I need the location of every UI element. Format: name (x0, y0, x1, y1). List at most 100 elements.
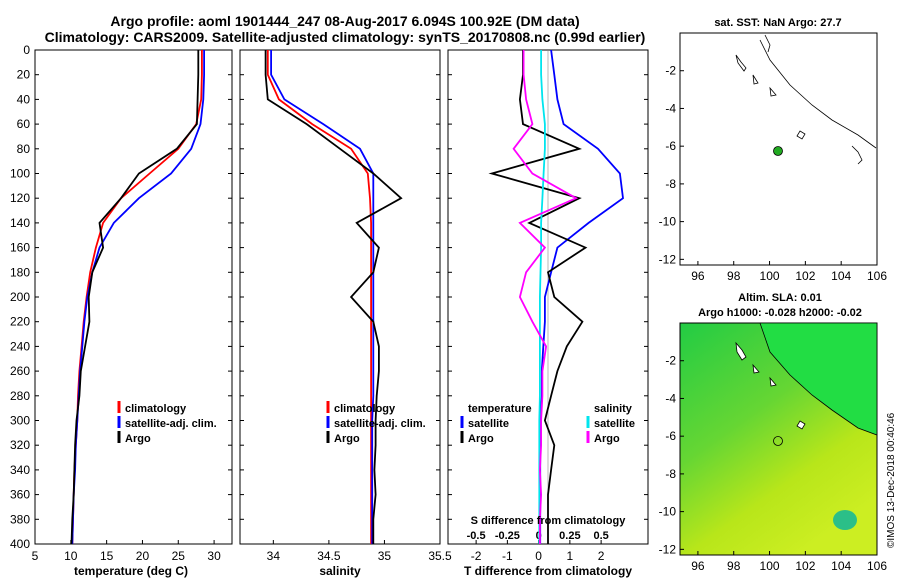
x-tick-label-top: -0.5 (467, 530, 486, 542)
temperature-x-ticks: 5 10 15 20 25 30 (32, 540, 221, 563)
series-line-climatology (266, 50, 373, 544)
map-y-tick-label: -8 (665, 467, 676, 481)
depth-tick-label: 400 (10, 537, 30, 551)
difference-legend: temperature satellite Argo salinity sate… (460, 403, 635, 445)
bottom-map-land (735, 322, 878, 530)
legend-salinity-title: salinity (594, 403, 633, 415)
bottom-map-ticks: 96 98 100 102 104 106 -2 -4 -6 -8 -10 -12 (659, 354, 888, 573)
depth-tick-label: 220 (10, 315, 30, 329)
series-line-satellite-adj-clim- (71, 50, 206, 545)
depth-tick-label: 0 (23, 43, 30, 57)
depth-tick-label: 40 (17, 92, 31, 106)
series-line-satellite-adj-clim- (270, 50, 375, 544)
depth-tick-label: 300 (10, 414, 30, 428)
salinity-axes (239, 49, 441, 545)
map-x-tick-label: 96 (691, 559, 705, 573)
map-x-tick-label: 100 (760, 269, 780, 283)
map-y-tick-label: -6 (665, 429, 676, 443)
depth-tick-labels: 0 20 40 60 80 100 120 140 160 180 200 220 240 260 280 3… (10, 43, 648, 551)
map-x-tick-label: 96 (691, 269, 705, 283)
x-tick-label: 25 (172, 549, 186, 563)
depth-tick-label: 200 (10, 290, 30, 304)
salinity-lines (264, 50, 403, 544)
map-x-tick-label: 106 (867, 269, 887, 283)
bottom-map-title-2: Argo h1000: -0.028 h2000: -0.02 (698, 307, 862, 319)
depth-tick-label: 380 (10, 512, 30, 526)
x-tick-label: 35 (378, 549, 392, 563)
legend-s-sat: satellite (594, 418, 635, 430)
tdiff-xlabel: T difference from climatology (464, 564, 632, 578)
legend-sat: satellite-adj. clim. (334, 418, 426, 430)
salinity-legend: climatology satellite-adj. clim. Argo (326, 401, 426, 445)
top-map-title: sat. SST: NaN Argo: 27.7 (714, 17, 841, 29)
legend-sat: satellite-adj. clim. (125, 418, 217, 430)
java-coast (851, 145, 863, 165)
map-x-tick-label: 98 (727, 269, 741, 283)
depth-tick-label: 20 (17, 68, 31, 82)
legend-clim: climatology (334, 403, 396, 415)
legend-clim: climatology (125, 403, 187, 415)
series-line-s-satellite (538, 50, 546, 544)
temperature-legend: climatology satellite-adj. clim. Argo (117, 401, 217, 445)
salinity-x-ticks: 34 34.5 35 35.5 (267, 540, 452, 563)
depth-tick-label: 240 (10, 339, 30, 353)
sdiff-xlabel: S difference from climatology (471, 515, 627, 527)
sumatra-land (759, 322, 878, 436)
map-x-tick-label: 102 (795, 269, 815, 283)
series-line-t-argo (488, 50, 588, 544)
title-line-2: Climatology: CARS2009. Satellite-adjuste… (45, 29, 646, 45)
x-tick-label: 10 (64, 549, 78, 563)
x-tick-label: 5 (32, 549, 39, 563)
x-tick-label-top: 0.5 (593, 530, 608, 542)
legend-s-argo: Argo (594, 433, 620, 445)
map-y-tick-label: -4 (665, 101, 676, 115)
depth-tick-label: 160 (10, 241, 30, 255)
depth-tick-label: 120 (10, 191, 30, 205)
map-y-tick-label: -10 (659, 215, 677, 229)
map-x-tick-label: 102 (795, 559, 815, 573)
series-line-argo (264, 50, 403, 544)
map-y-tick-label: -2 (665, 64, 676, 78)
x-tick-label: 34 (267, 549, 281, 563)
map-y-tick-label: -8 (665, 177, 676, 191)
depth-tick-label: 60 (17, 117, 31, 131)
argo-float-marker (773, 436, 783, 446)
map-y-tick-label: -4 (665, 391, 676, 405)
x-tick-label: 2 (598, 549, 605, 563)
temperature-lines (70, 50, 206, 545)
x-tick-label: 1 (567, 549, 574, 563)
map-y-tick-label: -2 (665, 354, 676, 368)
sumatra-coast (759, 39, 877, 149)
x-tick-label: 34.5 (317, 549, 341, 563)
series-line-t-satellite (539, 49, 624, 544)
map-y-tick-label: -12 (659, 252, 677, 266)
map-x-tick-label: 98 (727, 559, 741, 573)
depth-tick-label: 340 (10, 463, 30, 477)
x-tick-label: -1 (502, 549, 513, 563)
series-line-argo (70, 50, 200, 545)
series-line-s-argo (512, 50, 579, 544)
map-x-tick-label: 100 (760, 559, 780, 573)
depth-tick-label: 100 (10, 167, 30, 181)
salinity-xlabel: salinity (319, 564, 361, 578)
x-tick-label: 15 (100, 549, 114, 563)
island-pagai (769, 376, 777, 387)
island-siberut (735, 54, 747, 72)
island-sipora (752, 74, 759, 85)
depth-tick-label: 260 (10, 364, 30, 378)
x-tick-label-top: -0.25 (495, 530, 520, 542)
x-tick-label: -2 (471, 549, 482, 563)
depth-tick-label: 180 (10, 265, 30, 279)
legend-t-sat: satellite (468, 418, 509, 430)
legend-argo: Argo (334, 433, 360, 445)
depth-tick-label: 360 (10, 488, 30, 502)
sdiff-x-ticks: -0.5 -0.25 0 0.25 0.5 (467, 530, 609, 542)
island-pagai (769, 86, 777, 97)
island-enggano (796, 420, 806, 430)
map-y-tick-label: -12 (659, 542, 677, 556)
legend-t-argo: Argo (468, 433, 494, 445)
top-map-coastline (735, 34, 877, 165)
island-enggano (796, 130, 806, 140)
series-line-climatology (71, 50, 203, 545)
legend-temperature-title: temperature (468, 403, 532, 415)
